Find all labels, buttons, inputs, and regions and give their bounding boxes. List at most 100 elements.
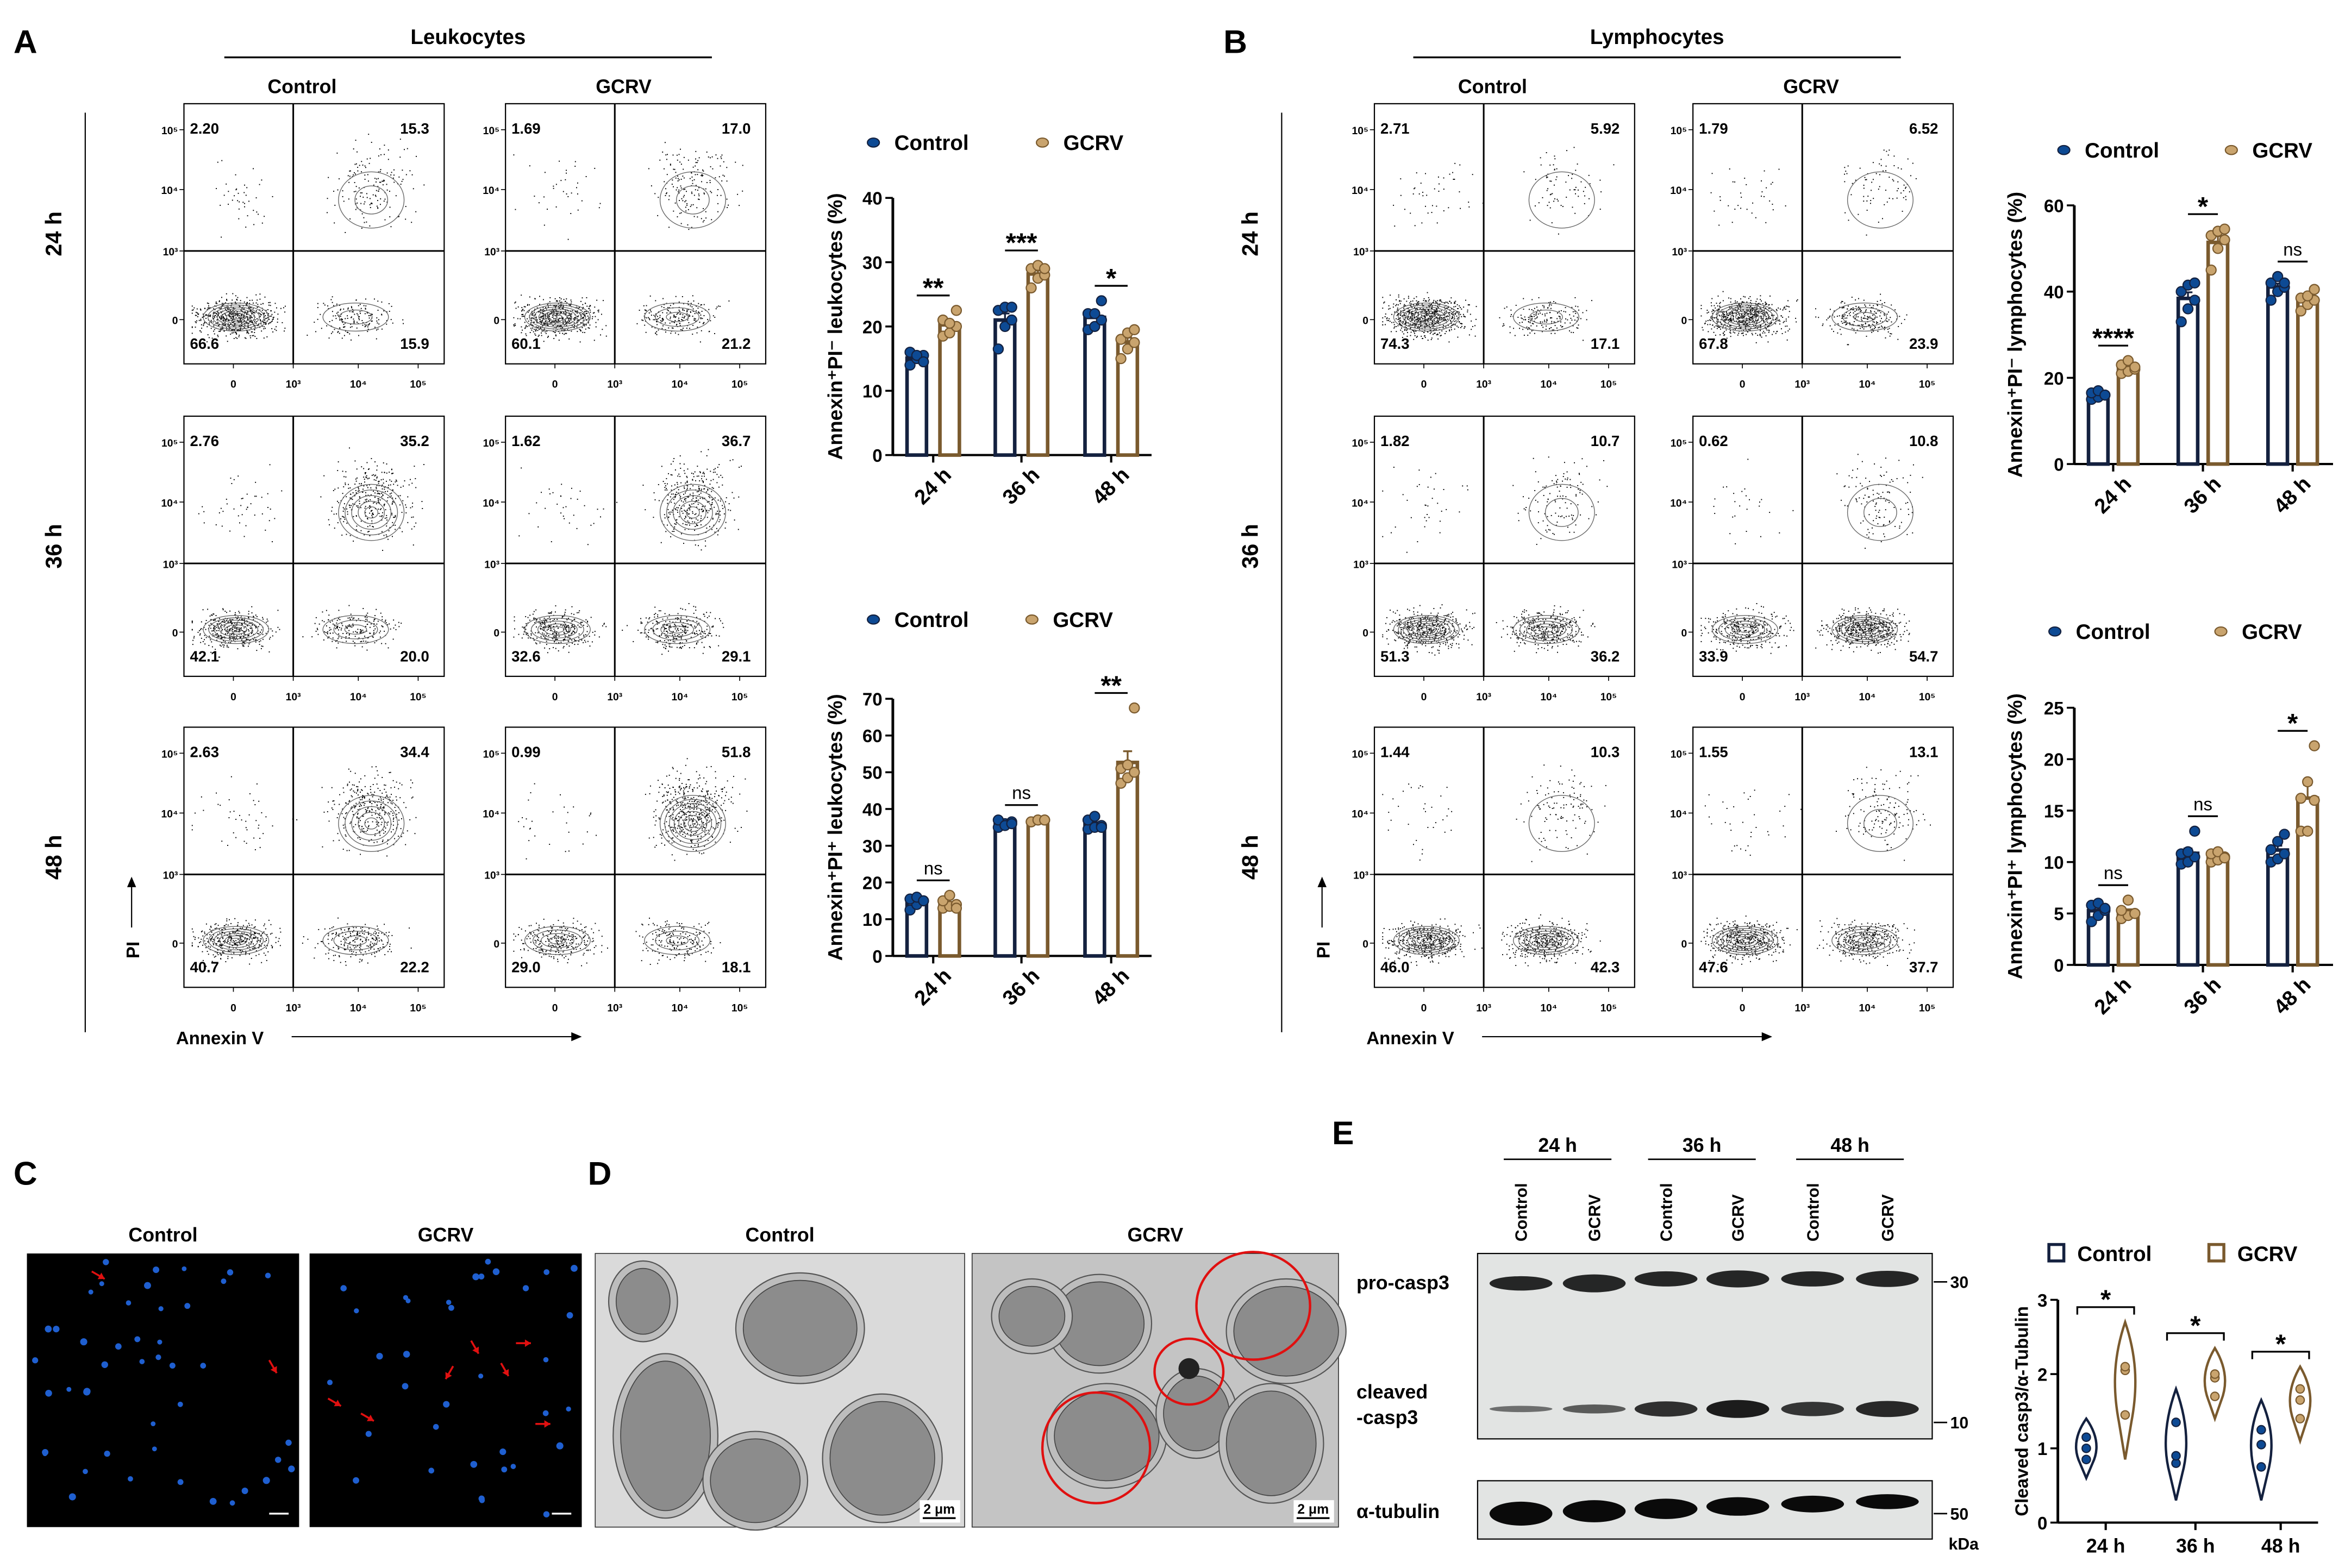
event-dot — [227, 629, 228, 630]
event-dot — [686, 328, 687, 329]
event-dot — [203, 325, 204, 327]
event-dot — [241, 932, 243, 934]
event-dot — [360, 938, 361, 940]
event-dot — [592, 312, 594, 314]
event-dot — [250, 337, 252, 338]
event-dot — [235, 612, 236, 613]
event-dot — [192, 644, 193, 645]
event-dot — [341, 637, 342, 639]
event-dot — [364, 222, 365, 223]
event-dot — [218, 929, 220, 930]
event-dot — [330, 629, 332, 630]
event-dot — [552, 633, 553, 635]
event-dot — [585, 313, 587, 315]
event-dot — [350, 770, 352, 772]
event-dot — [514, 323, 516, 325]
event-dot — [246, 187, 248, 189]
event-dot — [686, 481, 688, 483]
event-dot — [542, 311, 544, 312]
event-dot — [370, 786, 371, 787]
event-dot — [365, 618, 367, 620]
event-dot — [676, 638, 677, 639]
event-dot — [680, 187, 682, 189]
event-dot — [528, 321, 529, 322]
event-dot — [268, 323, 270, 325]
event-dot — [360, 629, 361, 630]
event-dot — [357, 167, 359, 168]
event-dot — [536, 322, 538, 324]
event-dot — [341, 319, 342, 321]
event-dot — [360, 520, 362, 522]
event-dot — [236, 623, 238, 624]
event-dot — [580, 622, 581, 624]
event-dot — [245, 322, 247, 324]
density-contour — [221, 310, 251, 324]
event-dot — [226, 310, 227, 311]
event-dot — [239, 319, 241, 321]
event-dot — [247, 925, 248, 927]
event-dot — [200, 319, 202, 321]
event-dot — [345, 636, 347, 638]
event-dot — [555, 313, 557, 315]
x-tick-label: 0 — [230, 379, 236, 391]
event-dot — [371, 515, 373, 516]
event-dot — [220, 311, 222, 312]
event-dot — [535, 632, 536, 634]
event-dot — [555, 305, 556, 307]
event-dot — [349, 933, 351, 934]
event-dot — [674, 484, 676, 486]
event-dot — [242, 925, 244, 926]
event-dot — [340, 944, 342, 945]
event-dot — [687, 520, 689, 522]
event-dot — [656, 324, 658, 325]
event-dot — [252, 317, 253, 318]
event-dot — [259, 941, 261, 943]
event-dot — [564, 611, 566, 613]
event-dot — [364, 165, 366, 167]
event-dot — [513, 317, 515, 318]
event-dot — [376, 486, 377, 488]
event-dot — [195, 937, 196, 938]
event-dot — [716, 306, 718, 308]
event-dot — [676, 492, 677, 493]
event-dot — [684, 189, 686, 190]
event-dot — [377, 770, 378, 772]
event-dot — [399, 782, 401, 784]
event-dot — [670, 646, 671, 648]
event-dot — [345, 802, 347, 804]
event-dot — [668, 626, 670, 628]
event-dot — [374, 792, 376, 793]
event-dot — [555, 309, 556, 311]
event-dot — [729, 460, 731, 461]
event-dot — [246, 638, 247, 640]
event-dot — [655, 620, 657, 622]
event-dot — [271, 945, 272, 946]
event-dot — [712, 168, 714, 170]
event-dot — [381, 313, 383, 315]
event-dot — [540, 316, 542, 317]
event-dot — [580, 329, 581, 331]
event-dot — [671, 327, 673, 329]
event-dot — [238, 934, 240, 936]
event-dot — [379, 181, 380, 183]
event-dot — [405, 218, 407, 220]
event-dot — [543, 341, 545, 342]
event-dot — [358, 316, 359, 318]
event-dot — [682, 175, 684, 177]
event-dot — [648, 618, 650, 620]
event-dot — [665, 628, 666, 629]
event-dot — [720, 165, 721, 167]
event-dot — [685, 633, 686, 634]
event-dot — [221, 929, 223, 930]
event-dot — [228, 320, 230, 322]
event-dot — [543, 323, 545, 324]
event-dot — [364, 481, 366, 483]
event-dot — [577, 312, 578, 314]
event-dot — [573, 327, 575, 328]
event-dot — [522, 626, 523, 628]
event-dot — [207, 326, 208, 328]
event-dot — [562, 333, 564, 334]
event-dot — [703, 219, 705, 221]
event-dot — [703, 482, 704, 484]
